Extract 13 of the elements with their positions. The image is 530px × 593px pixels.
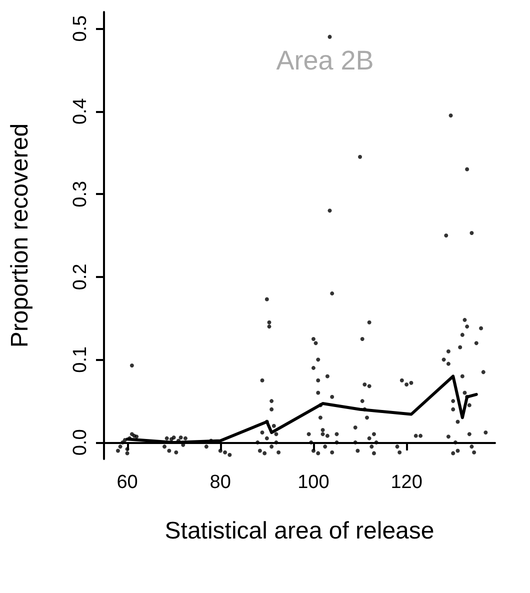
y-tick-label: 0.2	[70, 264, 91, 290]
x-tick-label: 100	[298, 472, 330, 493]
y-tick-label: 0.1	[70, 346, 91, 373]
x-axis-title: Statistical area of release	[164, 518, 434, 544]
x-tick-label: 80	[210, 472, 231, 493]
y-tick-label: 0.4	[70, 98, 91, 125]
y-tick-label: 0.0	[70, 429, 91, 456]
y-tick-label: 0.3	[70, 180, 91, 208]
x-tick-label: 120	[390, 472, 422, 493]
text: Area 2B	[276, 46, 374, 76]
y-tick-label: 0.5	[70, 15, 91, 42]
y-axis-title: Proportion recovered	[6, 123, 34, 348]
x-tick-label: 60	[116, 472, 138, 493]
